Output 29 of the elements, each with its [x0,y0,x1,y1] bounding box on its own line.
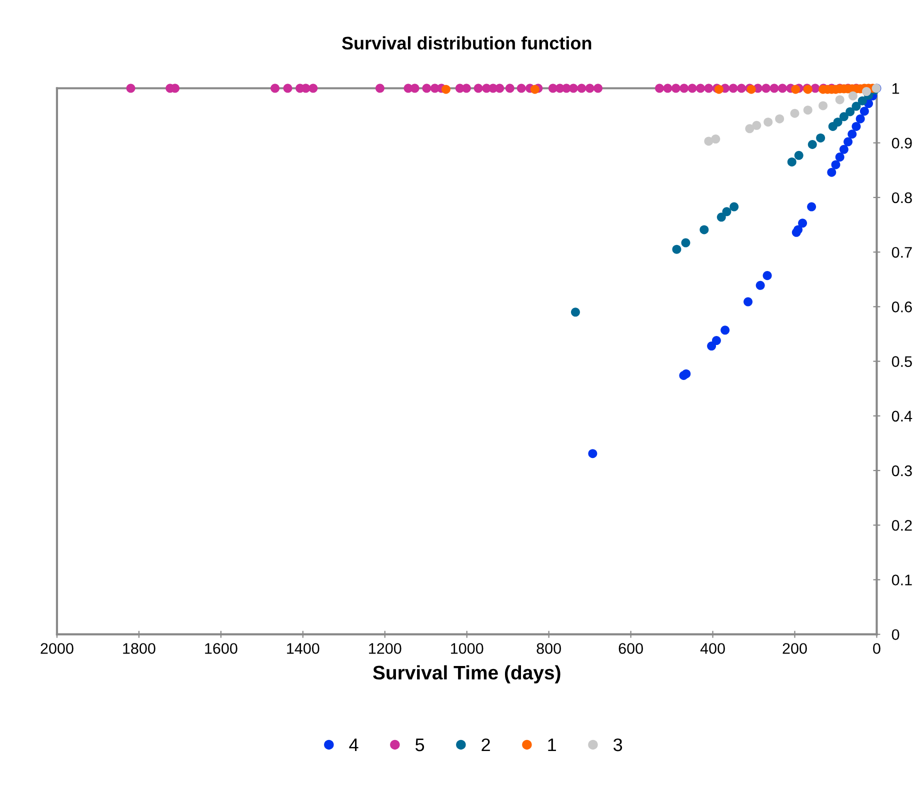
x-tick-label: 1200 [369,643,402,654]
legend-label: 5 [416,738,424,752]
y-tick-label: 1 [892,83,900,94]
y-tick-label: 0 [892,629,900,640]
y-tick-label: 0.1 [892,574,912,586]
x-tick-label: 600 [618,643,643,654]
legend-label: 1 [548,738,556,752]
x-tick-label: 0 [873,643,880,654]
y-tick-label: 0.5 [892,356,912,367]
legend-label: 3 [614,738,622,752]
x-tick-label: 400 [700,643,725,654]
x-tick-label: 1600 [205,643,238,654]
x-tick-label: 200 [782,643,807,654]
y-tick-label: 0.6 [892,302,912,312]
x-tick-label: 1000 [451,643,484,654]
y-tick-label: 0.7 [892,246,912,258]
x-tick-label: 1800 [123,643,156,654]
y-tick-label: 0.2 [892,520,912,531]
y-tick-label: 0.3 [892,465,912,476]
x-tick-label: 2000 [40,643,74,654]
x-tick-label: 1400 [287,643,320,654]
x-axis-title: Survival Time (days) [373,665,560,684]
y-tick-label: 0.4 [892,410,912,422]
y-tick-label: 0.9 [892,138,912,149]
y-tick-label: 0.8 [892,192,912,204]
legend-label: 2 [482,738,490,752]
chart-title: Survival distribution function [342,36,592,50]
x-tick-label: 800 [536,643,561,654]
legend-label: 4 [349,738,358,752]
